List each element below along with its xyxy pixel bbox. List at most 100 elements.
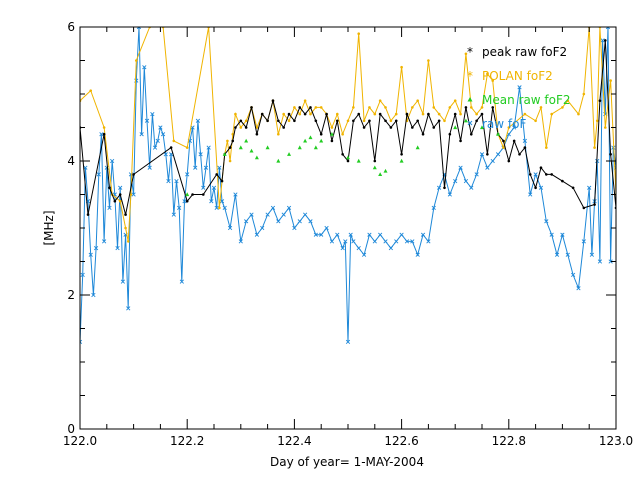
data-point-raw-fof	[195, 118, 201, 123]
legend-label-polan-fof2: POLAN foF2	[482, 69, 553, 83]
data-point-polan-fof2	[134, 59, 138, 62]
data-point-raw-fof	[120, 279, 125, 284]
data-point-raw-fof	[394, 239, 399, 244]
data-point-raw-fof	[576, 286, 581, 291]
legend: * peak raw foF2 * POLAN foF2 Mean raw foF2 ra…	[467, 45, 571, 131]
data-point-raw-fof	[158, 125, 163, 130]
data-point-mean-raw-fof2	[453, 125, 458, 130]
data-point-polan-fof2	[129, 193, 133, 196]
data-point-raw-fof	[324, 225, 329, 231]
data-point-raw-fof	[533, 172, 538, 177]
data-point-raw-fof	[182, 199, 187, 204]
data-point-peak-raw-fof2	[502, 139, 505, 143]
data-point-peak-raw-fof2	[432, 126, 436, 129]
data-point-raw-fof	[136, 27, 142, 30]
data-point-peak-raw-fof2	[314, 119, 318, 123]
data-point-polan-fof2	[534, 119, 537, 123]
data-point-raw-fof	[233, 192, 238, 197]
data-point-peak-raw-fof2	[293, 119, 296, 123]
data-point-polan-fof2	[126, 240, 130, 243]
data-point-raw-fof	[361, 252, 367, 257]
data-point-polan-fof2	[309, 112, 312, 116]
data-point-mean-raw-fof2	[356, 158, 361, 163]
data-point-raw-fof	[265, 212, 270, 217]
data-point-raw-fof	[410, 239, 415, 244]
data-point-raw-fof	[171, 212, 176, 217]
data-point-polan-fof2	[539, 106, 543, 109]
data-point-peak-raw-fof2	[239, 119, 243, 123]
data-point-raw-fof	[549, 232, 554, 237]
data-point-raw-fof	[383, 239, 388, 244]
data-point-raw-fof	[469, 185, 474, 190]
data-point-peak-raw-fof2	[325, 112, 328, 116]
data-point-peak-raw-fof2	[571, 186, 575, 190]
data-point-raw-fof	[597, 259, 603, 264]
data-point-raw-fof	[163, 152, 168, 157]
data-point-raw-fof	[206, 145, 211, 150]
data-point-polan-fof2	[228, 159, 232, 163]
data-point-peak-raw-fof2	[124, 213, 127, 216]
data-point-polan-fof2	[373, 112, 377, 116]
data-point-polan-fof2	[255, 126, 259, 129]
data-point-polan-fof2	[603, 126, 607, 129]
data-point-peak-raw-fof2	[411, 126, 414, 129]
data-point-raw-fof	[351, 239, 356, 244]
data-point-raw-fof	[453, 178, 458, 184]
data-point-raw-fof	[174, 178, 179, 184]
data-point-raw-fof	[528, 192, 533, 197]
data-point-raw-fof	[345, 339, 351, 345]
data-point-peak-raw-fof2	[545, 173, 548, 176]
axes-layer	[79, 26, 617, 430]
data-point-peak-raw-fof2	[319, 132, 323, 136]
data-point-polan-fof2	[400, 65, 403, 69]
data-point-peak-raw-fof2	[113, 199, 117, 203]
data-point-polan-fof2	[502, 146, 505, 149]
data-point-raw-fof	[177, 205, 182, 211]
data-point-raw-fof	[517, 85, 522, 90]
data-point-mean-raw-fof2	[319, 138, 324, 143]
data-point-peak-raw-fof2	[523, 146, 527, 149]
data-point-raw-fof	[249, 212, 254, 217]
data-point-polan-fof2	[314, 106, 318, 109]
data-point-polan-fof2	[566, 99, 570, 102]
data-point-polan-fof2	[582, 92, 586, 96]
data-point-peak-raw-fof2	[491, 106, 495, 109]
data-point-peak-raw-fof2	[389, 126, 393, 129]
data-point-peak-raw-fof2	[469, 132, 473, 136]
data-point-raw-fof	[198, 152, 203, 157]
data-point-polan-fof2	[523, 112, 527, 116]
data-point-raw-fof	[96, 172, 101, 177]
legend-label-raw-fof: raw foF	[482, 117, 526, 131]
data-point-polan-fof2	[352, 106, 355, 109]
data-point-polan-fof2	[244, 119, 248, 123]
data-point-raw-fof	[99, 132, 104, 137]
data-point-raw-fof	[538, 185, 544, 190]
data-point-raw-fof	[319, 232, 324, 237]
data-point-polan-fof2	[226, 139, 229, 143]
x-tick-label: 123.0	[599, 434, 633, 448]
data-point-mean-raw-fof2	[383, 168, 388, 173]
data-point-raw-fof	[201, 185, 206, 190]
data-point-polan-fof2	[427, 59, 430, 62]
data-point-raw-fof	[329, 239, 335, 244]
data-point-raw-fof	[367, 232, 372, 237]
data-point-peak-raw-fof2	[255, 132, 259, 136]
data-point-peak-raw-fof2	[539, 166, 543, 169]
data-point-raw-fof	[254, 232, 259, 237]
series-mean-raw-fof2	[185, 118, 501, 197]
y-tick-label: 6	[67, 20, 75, 34]
data-point-polan-fof2	[172, 139, 176, 143]
data-point-raw-fof	[560, 232, 565, 237]
data-point-peak-raw-fof2	[250, 106, 253, 109]
data-point-raw-fof	[372, 239, 377, 244]
data-point-raw-fof	[565, 252, 570, 257]
data-point-peak-raw-fof2	[266, 119, 269, 123]
data-point-peak-raw-fof2	[609, 153, 612, 156]
data-point-peak-raw-fof2	[231, 139, 235, 143]
data-point-polan-fof2	[459, 112, 462, 116]
data-point-peak-raw-fof2	[550, 173, 553, 176]
x-tick-label: 122.0	[63, 434, 97, 448]
y-tick-label: 2	[67, 288, 75, 302]
data-point-raw-fof	[458, 165, 463, 170]
data-point-polan-fof2	[218, 206, 221, 210]
